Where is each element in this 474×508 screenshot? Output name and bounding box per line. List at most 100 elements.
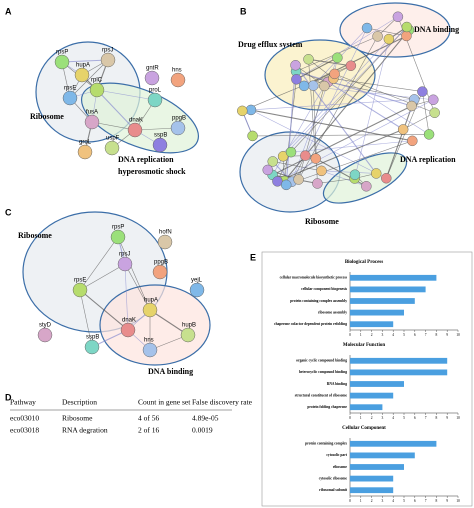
x-tick-label: 7 [425, 416, 427, 420]
node [401, 21, 413, 33]
node [100, 52, 116, 68]
panel-frame [261, 251, 473, 507]
x-tick-label: 6 [414, 333, 416, 337]
edge [61, 59, 109, 63]
node [84, 339, 100, 355]
node-label: uspF [106, 136, 120, 142]
y-tick-label: ribosomal subunit [319, 488, 348, 492]
node [332, 52, 343, 63]
annotation: Ribosome [30, 112, 64, 121]
node [397, 124, 409, 135]
node-label: groL [79, 140, 92, 146]
node [303, 54, 314, 65]
node-label: rplC [91, 78, 103, 84]
node-label: dnaK [129, 118, 143, 124]
node [372, 31, 383, 42]
node-label: fusA [86, 110, 98, 116]
node [423, 129, 435, 140]
node [407, 135, 418, 147]
annotation: Drug efflux system [238, 40, 303, 49]
bar [350, 487, 394, 494]
node [62, 90, 78, 106]
node [74, 67, 90, 83]
node [89, 82, 105, 98]
node [417, 86, 428, 97]
cluster [99, 284, 211, 366]
node [310, 153, 321, 164]
node [392, 11, 404, 23]
edge [354, 39, 390, 179]
node [247, 130, 258, 142]
bar [350, 452, 415, 459]
panel-label: E [250, 252, 256, 262]
edge [250, 109, 387, 179]
x-tick-label: 1 [360, 416, 362, 420]
node-label: rpsP [112, 225, 124, 231]
table-cell: 0.0019 [192, 426, 213, 435]
edge [403, 112, 435, 130]
node [290, 60, 301, 71]
x-tick-label: 1 [360, 499, 362, 503]
x-tick-label: 0 [349, 416, 351, 420]
edge [277, 128, 404, 182]
node-label: hupB [182, 323, 196, 329]
x-tick-label: 10 [456, 333, 460, 337]
edge [422, 91, 430, 135]
edge [79, 263, 126, 291]
bar [350, 274, 437, 281]
annotation: Ribosome [18, 231, 52, 240]
y-tick-label: heterocyclic compound binding [299, 370, 347, 374]
x-tick-label: 6 [414, 499, 416, 503]
cluster [339, 2, 451, 58]
node-label: hns [172, 68, 182, 74]
node [144, 70, 160, 86]
node [329, 68, 340, 80]
node [189, 282, 205, 298]
node [245, 104, 257, 116]
annotation: DNA replication [118, 155, 174, 164]
node-label: ppgB [154, 260, 168, 266]
x-tick-label: 3 [382, 333, 384, 337]
node [285, 146, 297, 158]
annotation: DNA binding [414, 25, 459, 34]
node [147, 92, 163, 108]
x-tick-label: 8 [436, 333, 438, 337]
x-tick-label: 5 [403, 499, 405, 503]
x-tick-label: 9 [446, 499, 448, 503]
y-tick-label: structural constituent of ribosome [295, 393, 348, 397]
edge [79, 289, 93, 348]
node-label: rpsE [64, 86, 76, 92]
annotation: Ribosome [305, 217, 339, 226]
node-label: rpsP [56, 50, 68, 56]
y-tick-label: organic cyclic compound binding [296, 359, 347, 363]
x-tick-label: 4 [392, 499, 394, 503]
node [406, 100, 417, 112]
node-label: rpsE [74, 278, 86, 284]
node-label: sspB [154, 133, 167, 139]
node [170, 72, 186, 88]
y-tick-label: ribosome [333, 465, 348, 469]
bar [350, 392, 394, 399]
edge [252, 134, 430, 137]
edge [272, 105, 412, 176]
x-tick-label: 4 [392, 333, 394, 337]
x-tick-label: 9 [446, 333, 448, 337]
edge [321, 170, 367, 187]
bar [350, 298, 415, 304]
node-label: ppgB [172, 116, 186, 122]
bar [350, 475, 394, 482]
node [152, 137, 168, 153]
edge [79, 289, 129, 331]
node [272, 176, 283, 187]
chart-title: Biological Process [345, 260, 383, 265]
node [84, 114, 100, 130]
node [316, 165, 327, 177]
node [300, 150, 311, 161]
edge [96, 89, 156, 101]
node [110, 229, 126, 245]
node [345, 60, 357, 71]
edge [117, 236, 151, 311]
edge [282, 26, 408, 157]
node [104, 140, 120, 156]
x-tick-label: 10 [456, 499, 460, 503]
